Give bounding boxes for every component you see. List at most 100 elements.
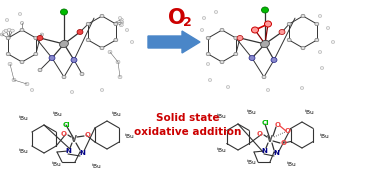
Ellipse shape (315, 38, 319, 42)
Ellipse shape (202, 16, 206, 19)
Text: O: O (61, 131, 67, 137)
Ellipse shape (220, 28, 224, 32)
Text: N: N (65, 148, 71, 154)
Ellipse shape (6, 36, 10, 40)
Ellipse shape (86, 22, 90, 26)
Ellipse shape (301, 46, 305, 50)
Text: $^t$Bu: $^t$Bu (304, 108, 315, 117)
Ellipse shape (261, 7, 268, 13)
Text: $^t$Bu: $^t$Bu (124, 132, 135, 141)
Text: O: O (257, 131, 263, 137)
Text: $^t$Bu: $^t$Bu (216, 113, 228, 122)
Ellipse shape (70, 91, 74, 94)
Ellipse shape (30, 88, 34, 91)
Ellipse shape (25, 82, 29, 86)
Ellipse shape (261, 40, 269, 48)
Ellipse shape (237, 36, 243, 40)
Ellipse shape (214, 11, 218, 13)
Text: O: O (275, 122, 281, 128)
Text: $^t$Bu: $^t$Bu (216, 146, 228, 155)
Ellipse shape (300, 87, 304, 90)
Ellipse shape (2, 30, 6, 33)
Ellipse shape (318, 15, 322, 18)
Ellipse shape (20, 60, 24, 64)
Text: Cl: Cl (62, 122, 70, 128)
Ellipse shape (0, 33, 4, 36)
Ellipse shape (71, 57, 77, 63)
Ellipse shape (262, 75, 266, 79)
Ellipse shape (34, 36, 38, 40)
Ellipse shape (80, 72, 84, 76)
Ellipse shape (7, 29, 11, 32)
Ellipse shape (252, 27, 258, 33)
Ellipse shape (60, 9, 68, 15)
Ellipse shape (206, 36, 210, 40)
Ellipse shape (108, 50, 112, 54)
Text: $^t$Bu: $^t$Bu (320, 132, 330, 141)
Text: N: N (79, 150, 85, 156)
Ellipse shape (116, 60, 120, 64)
Ellipse shape (49, 56, 55, 60)
Ellipse shape (118, 16, 122, 19)
Ellipse shape (279, 29, 285, 35)
Ellipse shape (86, 38, 90, 42)
Ellipse shape (331, 40, 335, 43)
Text: $^t$Bu: $^t$Bu (18, 115, 30, 123)
Ellipse shape (120, 21, 124, 24)
Ellipse shape (38, 68, 42, 72)
Ellipse shape (249, 56, 255, 60)
Text: $^t$Bu: $^t$Bu (18, 148, 30, 156)
Ellipse shape (5, 19, 9, 22)
Ellipse shape (60, 40, 68, 48)
Text: oxidative addition: oxidative addition (134, 127, 242, 137)
Text: O: O (285, 128, 291, 134)
Ellipse shape (320, 67, 324, 70)
Text: O: O (85, 132, 91, 138)
Ellipse shape (208, 78, 212, 81)
Ellipse shape (266, 88, 270, 91)
Ellipse shape (226, 85, 230, 88)
Ellipse shape (119, 18, 123, 21)
Ellipse shape (18, 12, 22, 15)
Text: $^t$Bu: $^t$Bu (92, 163, 102, 171)
Text: 2: 2 (183, 15, 192, 29)
Ellipse shape (271, 57, 277, 63)
Ellipse shape (4, 29, 8, 32)
Ellipse shape (8, 62, 12, 66)
Text: N: N (273, 150, 279, 156)
Ellipse shape (118, 75, 122, 79)
Ellipse shape (62, 75, 66, 79)
Ellipse shape (130, 40, 134, 43)
Ellipse shape (206, 63, 210, 66)
Ellipse shape (114, 38, 118, 42)
Text: Cl: Cl (261, 120, 269, 126)
Text: $^t$Bu: $^t$Bu (246, 159, 258, 167)
Ellipse shape (100, 88, 104, 91)
Ellipse shape (114, 22, 118, 26)
Text: $^t$Bu: $^t$Bu (246, 108, 258, 117)
Text: $^t$Bu: $^t$Bu (53, 111, 63, 119)
Ellipse shape (206, 52, 210, 56)
Ellipse shape (77, 29, 83, 35)
Text: Solid state: Solid state (156, 113, 220, 123)
Text: O: O (168, 8, 186, 28)
Text: N: N (261, 148, 267, 154)
Ellipse shape (264, 21, 272, 27)
Ellipse shape (10, 29, 14, 32)
Ellipse shape (318, 50, 322, 53)
Ellipse shape (287, 38, 291, 42)
Text: $^t$Bu: $^t$Bu (111, 111, 123, 119)
Ellipse shape (37, 36, 43, 40)
Ellipse shape (119, 24, 123, 27)
Ellipse shape (234, 52, 238, 56)
Ellipse shape (6, 52, 10, 56)
Ellipse shape (20, 22, 24, 25)
Text: V: V (267, 135, 273, 143)
Ellipse shape (40, 33, 44, 36)
Ellipse shape (287, 22, 291, 26)
Ellipse shape (100, 46, 104, 50)
Ellipse shape (125, 29, 129, 32)
Ellipse shape (220, 60, 224, 64)
Text: O: O (281, 140, 287, 146)
Ellipse shape (315, 22, 319, 26)
